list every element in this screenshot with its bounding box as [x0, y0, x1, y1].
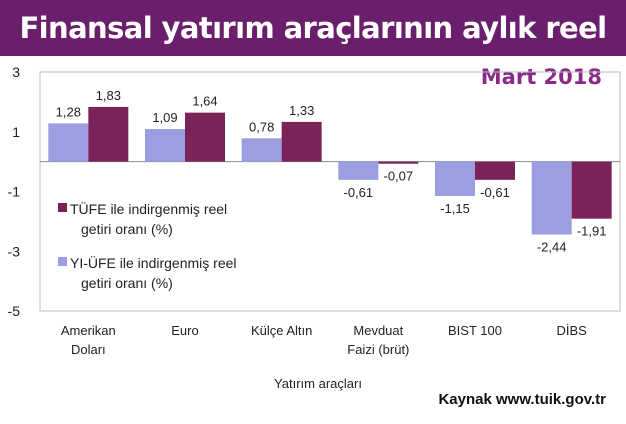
data-label-series1-cat1: 1,64: [192, 94, 217, 109]
bar-series0-cat0: [48, 123, 89, 162]
legend-label-series0-line1: getiri oranı (%): [81, 275, 173, 291]
legend-swatch-series1: [58, 203, 67, 212]
chart-title: Finansal yatırım araçlarının aylık reel …: [19, 11, 607, 101]
category-label-2: Külçe Altın: [251, 323, 312, 338]
bar-series1-cat4: [475, 161, 515, 180]
bar-series0-cat4: [435, 161, 475, 196]
legend-label-series1: TÜFE ile indirgenmiş reel: [70, 200, 227, 217]
data-label-series0-cat3: -0,61: [344, 185, 374, 200]
bar-series0-cat3: [338, 161, 379, 180]
data-label-series1-cat2: 1,33: [289, 103, 314, 118]
data-label-series0-cat0: 1,28: [56, 104, 81, 119]
data-label-series0-cat5: -2,44: [537, 240, 567, 255]
plot-area: [39, 71, 621, 312]
legend-swatch-series0: [58, 257, 67, 266]
data-label-series1-cat0: 1,83: [96, 88, 121, 103]
category-label-1: Euro: [171, 323, 198, 338]
data-label-series0-cat1: 1,09: [152, 110, 177, 125]
y-tick-label-3: -3: [8, 243, 21, 259]
bar-series1-cat1: [185, 112, 225, 162]
bar-series1-cat2: [281, 121, 322, 162]
category-label-3: Mevduat: [353, 323, 403, 338]
bar-series1-cat3: [378, 161, 419, 164]
bar-series1-cat0: [88, 106, 129, 162]
bar-series0-cat5: [531, 161, 572, 235]
bar-series0-cat2: [241, 138, 282, 162]
bar-series1-cat5: [571, 161, 612, 219]
data-label-series1-cat5: -1,91: [577, 224, 607, 239]
y-tick-label-4: -5: [8, 303, 21, 319]
category-label-4: BIST 100: [448, 323, 502, 338]
chart-subtitle: Mart 2018: [480, 65, 602, 89]
data-label-series0-cat4: -1,15: [440, 201, 470, 216]
legend-label-series0: YI-ÜFE ile indirgenmiş reel: [70, 254, 237, 271]
source-credit: Kaynak www.tuik.gov.tr: [438, 391, 606, 408]
title-bar: [0, 0, 626, 56]
category-label-0: Amerikan: [61, 323, 116, 338]
bar-series0-cat1: [145, 129, 185, 162]
y-tick-label-2: -1: [8, 184, 21, 200]
y-tick-label-0: 3: [12, 64, 20, 80]
category-label-3-line1: Faizi (brüt): [347, 342, 409, 357]
legend-label-series1-line1: getiri oranı (%): [81, 221, 173, 237]
data-label-series1-cat4: -0,61: [480, 185, 510, 200]
data-label-series0-cat2: 0,78: [249, 119, 274, 134]
category-label-0-line1: Doları: [71, 342, 106, 357]
data-label-series1-cat3: -0,07: [384, 169, 414, 184]
x-axis-title: Yatırım araçları: [274, 376, 362, 391]
category-label-5: DİBS: [556, 323, 587, 338]
y-tick-label-1: 1: [12, 124, 20, 140]
